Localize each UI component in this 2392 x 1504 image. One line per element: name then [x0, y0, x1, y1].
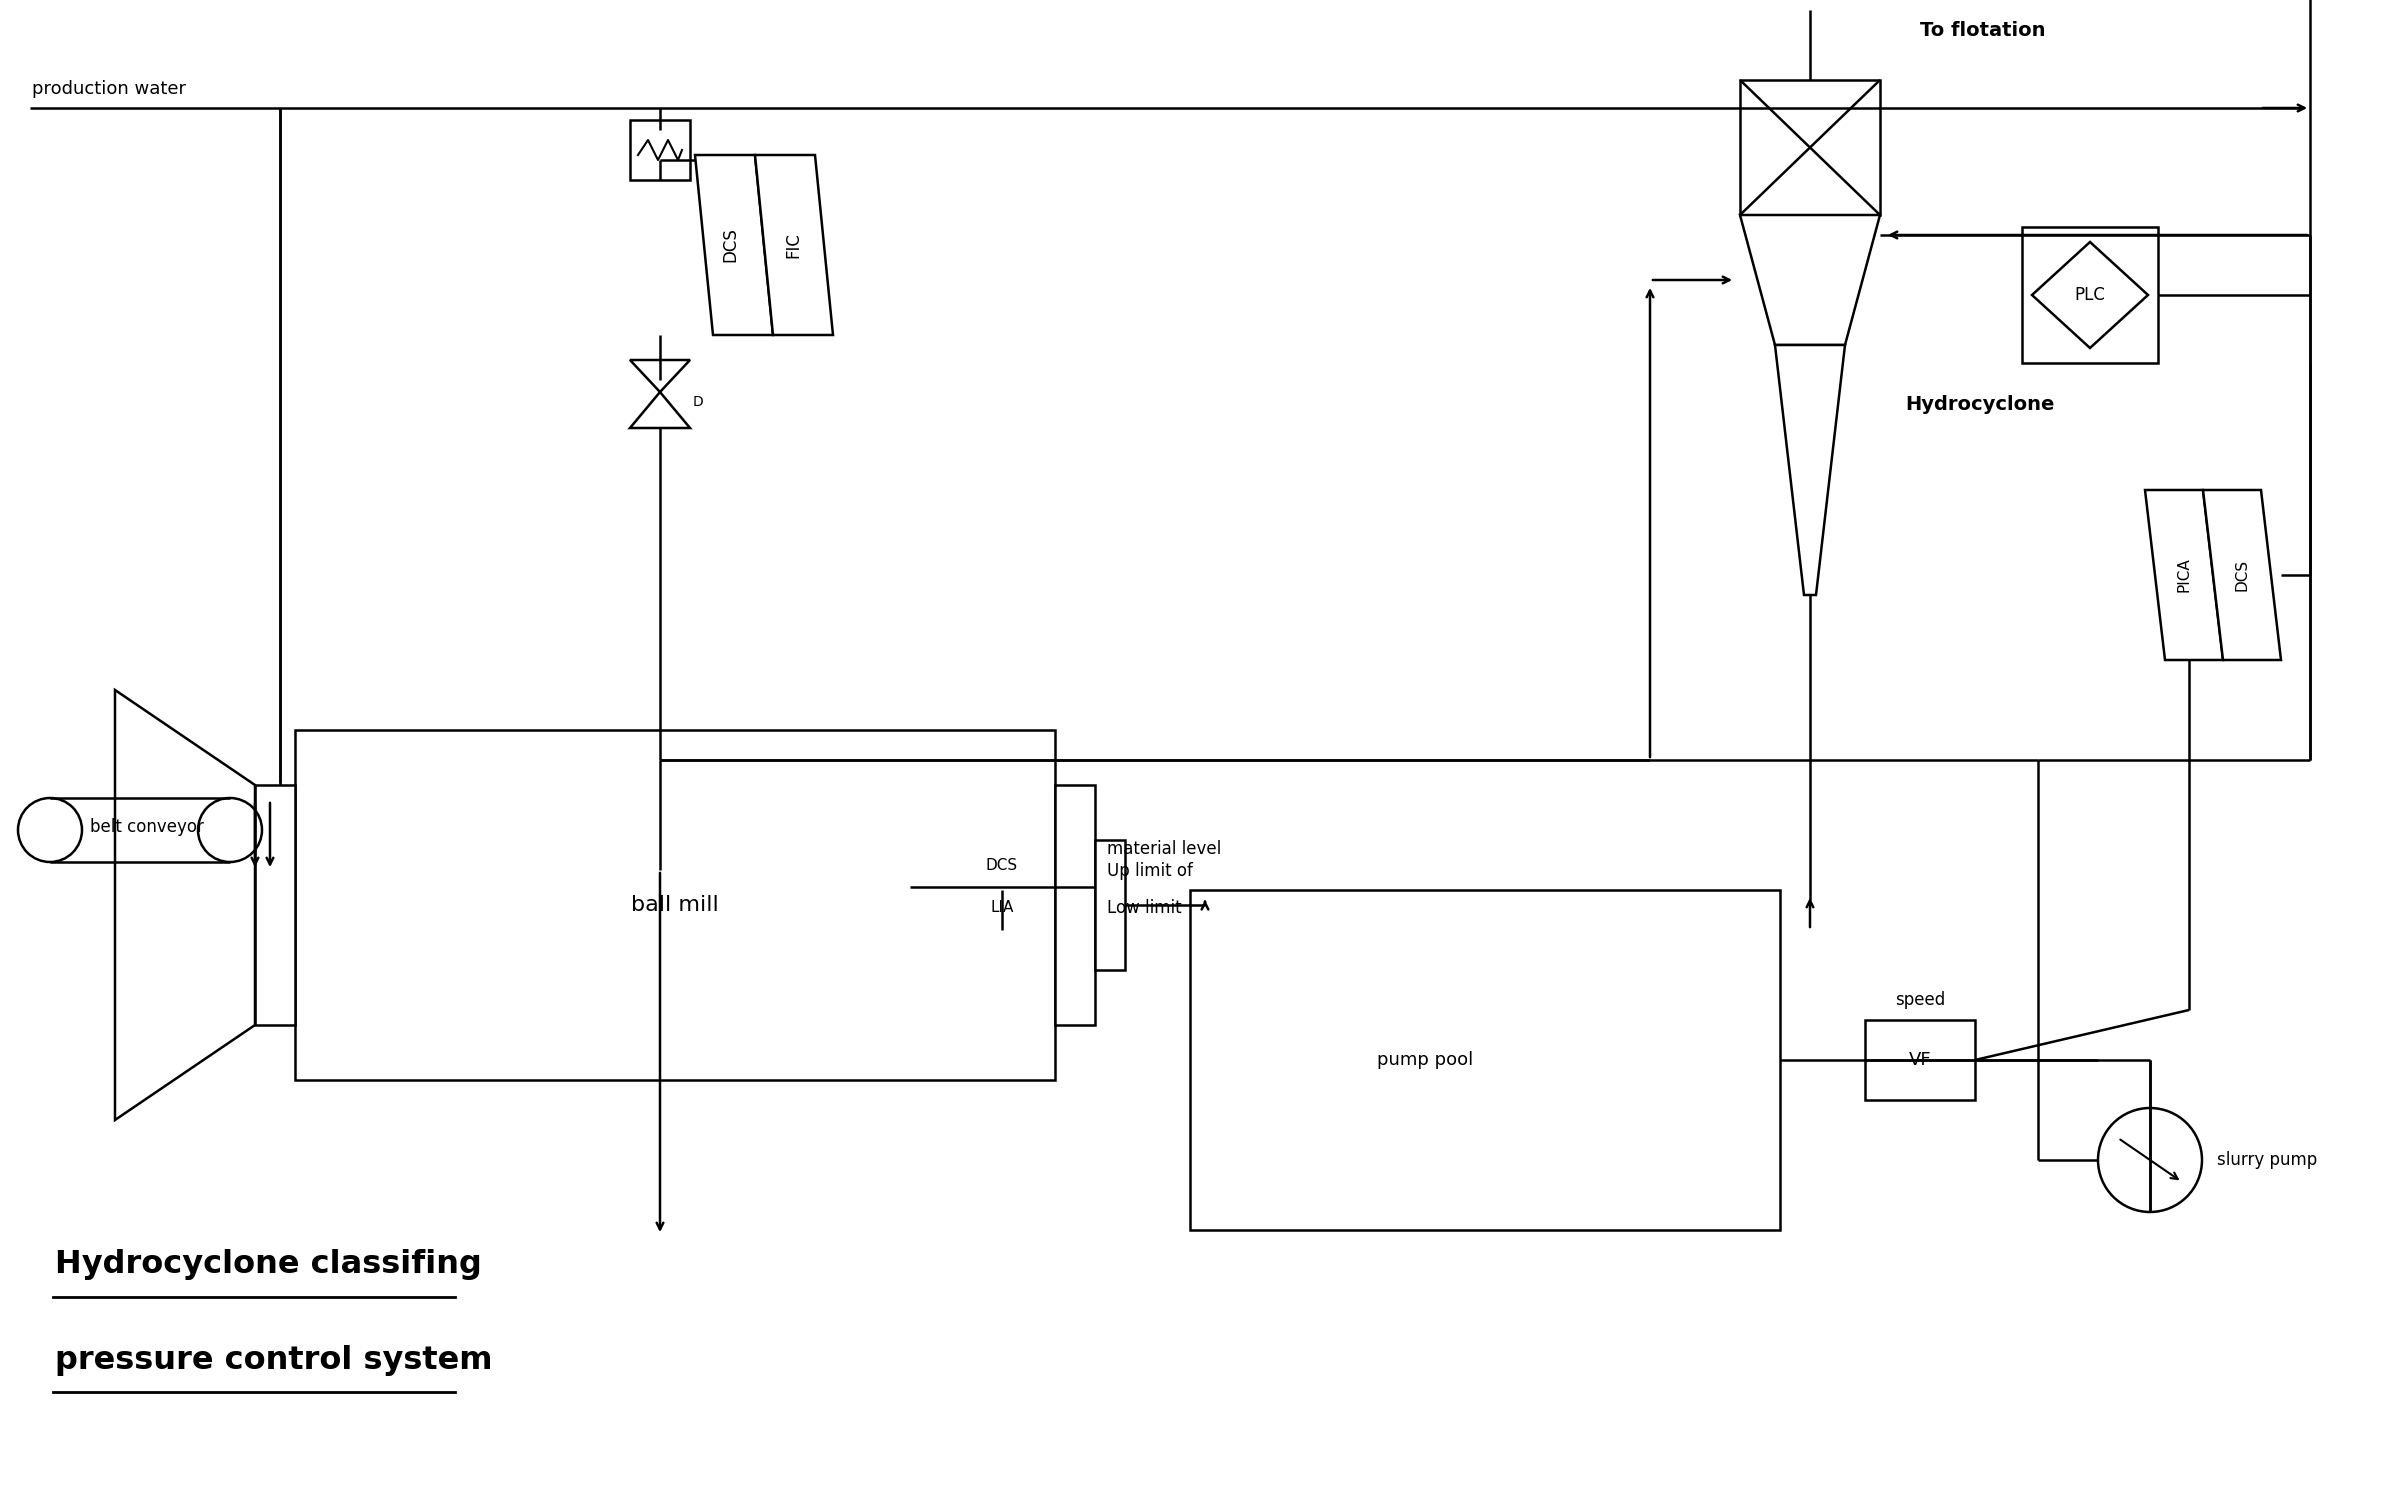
Text: VF: VF [1909, 1051, 1930, 1069]
Bar [1055, 785, 1096, 1026]
Text: material level: material level [1107, 841, 1222, 857]
Text: Up limit of: Up limit of [1107, 862, 1194, 880]
Polygon shape [2031, 242, 2148, 347]
Text: pump pool: pump pool [1378, 1051, 1473, 1069]
Bar [909, 845, 1096, 929]
Polygon shape [756, 155, 832, 335]
Text: Hydrocyclone classifing: Hydrocyclone classifing [55, 1250, 481, 1280]
Text: FIC: FIC [785, 232, 801, 259]
Bar [256, 785, 294, 1026]
Text: LIA: LIA [990, 901, 1014, 916]
Text: Hydrocyclone: Hydrocyclone [1904, 396, 2055, 415]
Bar [294, 729, 1055, 1080]
Text: DCS: DCS [986, 859, 1019, 874]
Bar [1739, 80, 1880, 215]
Text: pressure control system: pressure control system [55, 1345, 493, 1376]
Text: Low limit: Low limit [1107, 899, 1182, 917]
Bar [1189, 890, 1780, 1230]
Text: PICA: PICA [2177, 558, 2191, 593]
Bar [629, 120, 689, 180]
Polygon shape [2146, 490, 2222, 660]
Text: production water: production water [31, 80, 187, 98]
Polygon shape [629, 393, 689, 429]
Text: slurry pump: slurry pump [2217, 1151, 2318, 1169]
Text: DCS: DCS [720, 227, 739, 262]
Text: DCS: DCS [2234, 559, 2248, 591]
Bar [2021, 227, 2158, 362]
Polygon shape [1775, 344, 1844, 596]
Text: PLC: PLC [2074, 286, 2105, 304]
Polygon shape [629, 359, 689, 393]
Text: speed: speed [1894, 991, 1945, 1009]
Text: To flotation: To flotation [1921, 21, 2045, 39]
Bar [1866, 1020, 1976, 1099]
Polygon shape [2203, 490, 2282, 660]
Polygon shape [1739, 215, 1880, 344]
Polygon shape [696, 155, 773, 335]
Bar [1096, 841, 1124, 970]
Text: belt conveyor: belt conveyor [91, 818, 203, 836]
Text: ball mill: ball mill [631, 895, 720, 914]
Text: D: D [694, 396, 703, 409]
Polygon shape [115, 690, 256, 1120]
